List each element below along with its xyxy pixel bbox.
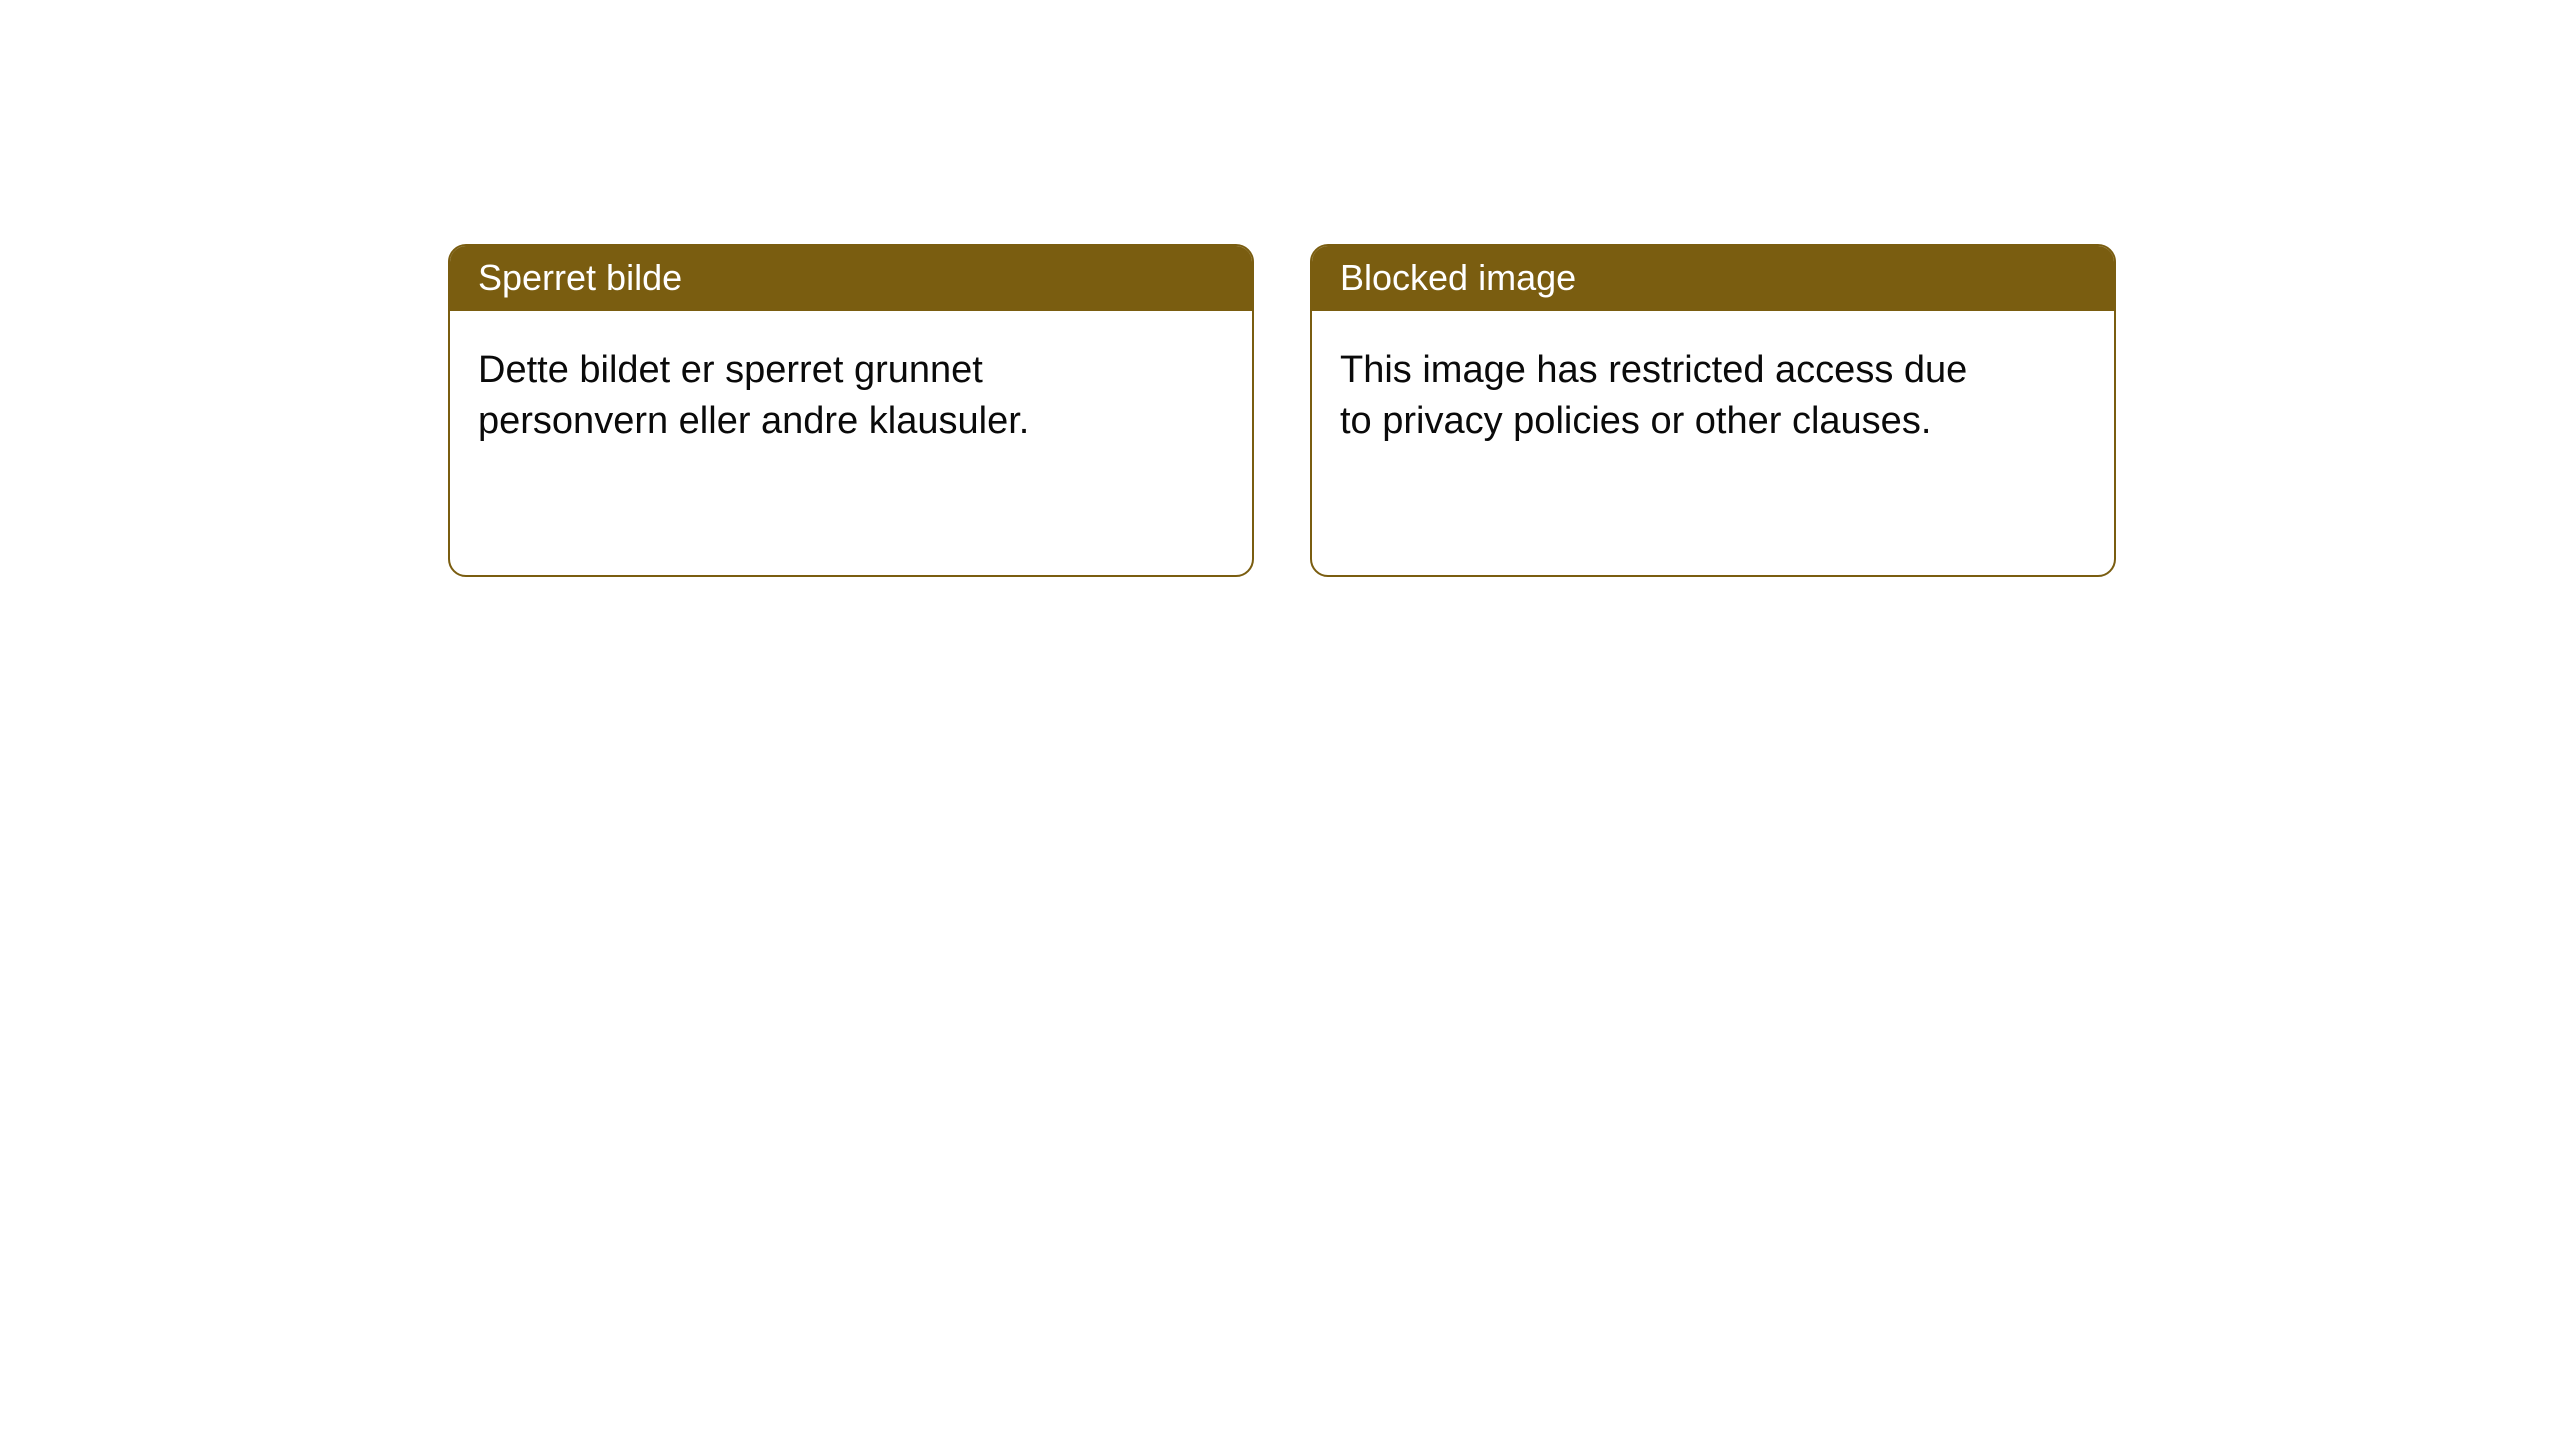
notice-text-english: This image has restricted access due to … <box>1340 349 1967 442</box>
notice-title-norwegian: Sperret bilde <box>478 257 682 298</box>
notice-header-norwegian: Sperret bilde <box>450 246 1252 311</box>
notice-title-english: Blocked image <box>1340 257 1576 298</box>
notice-text-norwegian: Dette bildet er sperret grunnet personve… <box>478 349 1029 442</box>
notice-body-english: This image has restricted access due to … <box>1312 311 2012 482</box>
notice-card-english: Blocked image This image has restricted … <box>1310 244 2116 577</box>
notice-header-english: Blocked image <box>1312 246 2114 311</box>
notice-body-norwegian: Dette bildet er sperret grunnet personve… <box>450 311 1150 482</box>
notice-card-norwegian: Sperret bilde Dette bildet er sperret gr… <box>448 244 1254 577</box>
notice-container: Sperret bilde Dette bildet er sperret gr… <box>448 244 2116 577</box>
